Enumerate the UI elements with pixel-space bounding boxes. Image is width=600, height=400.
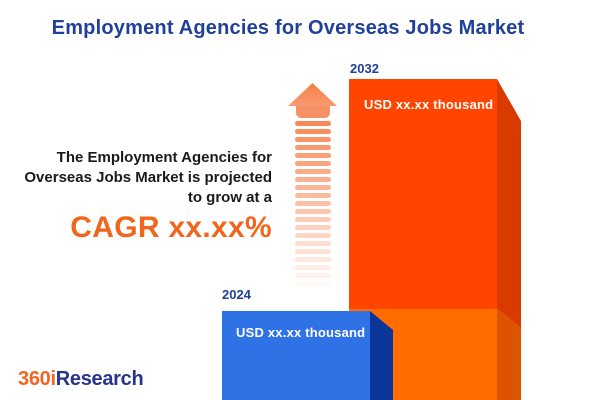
projection-line-3: to grow at a	[187, 189, 272, 206]
arrow-stripe	[294, 201, 331, 206]
bar-2024-side	[370, 311, 393, 400]
arrow-stripe	[294, 161, 331, 166]
arrow-stripe	[294, 265, 331, 270]
projection-line-2: Overseas Jobs Market is projected	[24, 169, 272, 186]
projection-line-1: The Employment Agencies for	[56, 149, 272, 166]
arrow-stripe	[294, 233, 331, 238]
bar-2032-side	[497, 79, 521, 400]
arrow-stripe	[294, 273, 331, 278]
arrow-head	[288, 83, 337, 106]
growth-arrow-icon	[288, 83, 337, 286]
bar-2032-front-upper	[349, 79, 497, 309]
arrow-stripe	[294, 129, 331, 134]
arrow-stripe	[294, 225, 331, 230]
arrow-stripe	[294, 281, 331, 286]
arrow-stripe	[294, 185, 331, 190]
arrow-stripe	[294, 257, 331, 262]
bar-2024-front	[222, 311, 370, 400]
bar-2032-year-label: 2032	[350, 61, 379, 76]
bar-2024-year-label: 2024	[222, 287, 251, 302]
arrow-stripe	[294, 177, 331, 182]
projection-text-block: The Employment Agencies for Overseas Job…	[20, 148, 272, 245]
page-title: Employment Agencies for Overseas Jobs Ma…	[51, 17, 525, 39]
arrow-stripe	[294, 153, 331, 158]
arrow-stripe	[294, 209, 331, 214]
logo-suffix: Research	[55, 368, 144, 390]
bar-2032-value-label: USD xx.xx thousand	[364, 97, 494, 112]
bar-2024-value-label: USD xx.xx thousand	[236, 325, 366, 340]
arrow-stripes	[288, 121, 337, 286]
bar-2032-side-upper	[497, 79, 521, 328]
arrow-neck	[295, 105, 330, 118]
logo-prefix: 360i	[18, 368, 56, 390]
arrow-stripe	[294, 137, 331, 142]
company-logo: 360iResearch	[18, 368, 144, 391]
arrow-stripe	[294, 121, 331, 126]
bar-2032-front	[349, 79, 497, 400]
arrow-stripe	[294, 145, 331, 150]
arrow-stripe	[294, 193, 331, 198]
arrow-stripe	[294, 217, 331, 222]
arrow-stripe	[294, 241, 331, 246]
arrow-stripe	[294, 169, 331, 174]
arrow-stripe	[294, 249, 331, 254]
cagr-value: CAGR xx.xx%	[70, 211, 272, 244]
